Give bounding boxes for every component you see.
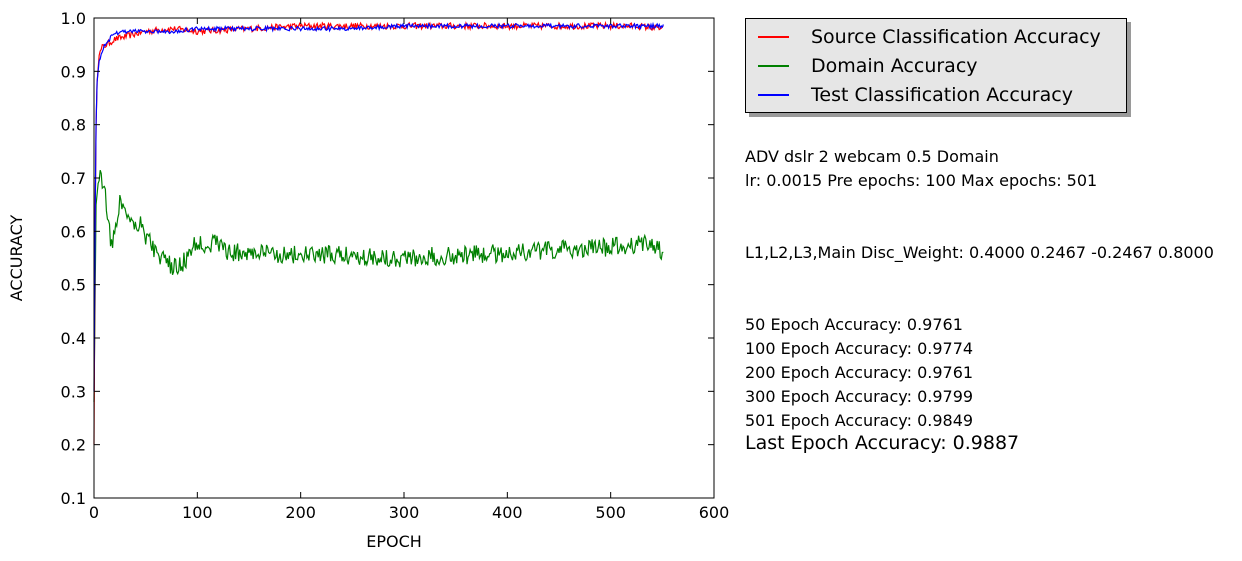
- y-tick-label: 0.8: [61, 116, 86, 135]
- accuracy-chart: 0 100 200 300 400 500 600 0.1 0.2 0.3 0.4 0.5 0.6 0.7…: [7, 9, 730, 551]
- x-tick-label: 100: [182, 503, 213, 522]
- y-tick-label: 1.0: [61, 9, 86, 28]
- legend-item-domain: Domain Accuracy: [758, 51, 978, 80]
- info-acc-last: Last Epoch Accuracy: 0.9887: [745, 432, 1020, 454]
- info-acc-50: 50 Epoch Accuracy: 0.9761: [745, 315, 963, 334]
- y-tick-label: 0.9: [61, 62, 86, 81]
- y-axis-label: ACCURACY: [7, 215, 26, 302]
- y-tick-label: 0.1: [61, 489, 86, 508]
- info-acc-200: 200 Epoch Accuracy: 0.9761: [745, 363, 974, 382]
- info-acc-100: 100 Epoch Accuracy: 0.9774: [745, 339, 974, 358]
- series-domain-line: [93, 170, 664, 403]
- x-tick-label: 300: [389, 503, 420, 522]
- y-tick-label: 0.4: [61, 329, 86, 348]
- x-tick-label: 500: [595, 503, 626, 522]
- legend-label-source: Source Classification Accuracy: [811, 25, 1101, 48]
- legend-swatch-domain: [758, 64, 789, 67]
- legend-item-source: Source Classification Accuracy: [758, 22, 1101, 51]
- legend-label-domain: Domain Accuracy: [811, 54, 978, 77]
- x-tick-label: 200: [285, 503, 316, 522]
- ticks-layer: 0 100 200 300 400 500 600 0.1 0.2 0.3 0.4 0.5 0.6 0.7…: [61, 9, 730, 522]
- x-tick-label: 600: [699, 503, 730, 522]
- legend-swatch-source: [758, 35, 789, 38]
- info-acc-300: 300 Epoch Accuracy: 0.9799: [745, 387, 974, 406]
- legend-swatch-test: [758, 93, 789, 96]
- legend-label-test: Test Classification Accuracy: [811, 83, 1073, 106]
- legend-item-test: Test Classification Accuracy: [758, 80, 1073, 109]
- y-tick-label: 0.6: [61, 222, 86, 241]
- y-tick-label: 0.2: [61, 436, 86, 455]
- legend: Source Classification Accuracy Domain Ac…: [745, 18, 1127, 113]
- series-test-line: [93, 21, 664, 392]
- y-tick-label: 0.3: [61, 382, 86, 401]
- info-config-line: ADV dslr 2 webcam 0.5 Domain: [745, 147, 999, 166]
- series-source-line: [93, 20, 664, 445]
- y-tick-label: 0.5: [61, 276, 86, 295]
- x-axis-label: EPOCH: [366, 532, 422, 551]
- info-hyperparams-line: lr: 0.0015 Pre epochs: 100 Max epochs: 5…: [745, 171, 1098, 190]
- series-layer: [93, 20, 664, 445]
- x-tick-label: 0: [89, 503, 99, 522]
- x-tick-label: 400: [492, 503, 523, 522]
- info-acc-501: 501 Epoch Accuracy: 0.9849: [745, 411, 974, 430]
- y-tick-label: 0.7: [61, 169, 86, 188]
- info-disc-weight-line: L1,L2,L3,Main Disc_Weight: 0.4000 0.2467…: [745, 243, 1214, 262]
